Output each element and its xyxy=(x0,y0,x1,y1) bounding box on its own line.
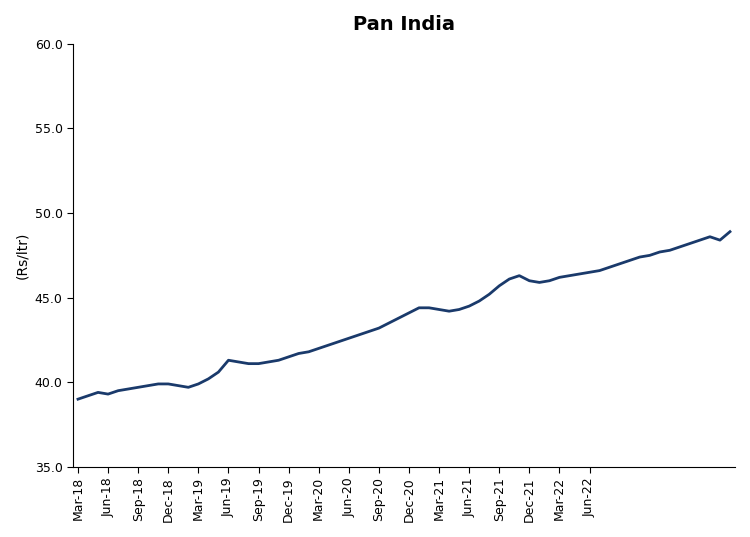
Title: Pan India: Pan India xyxy=(353,15,455,34)
Y-axis label: (Rs/ltr): (Rs/ltr) xyxy=(15,231,29,279)
